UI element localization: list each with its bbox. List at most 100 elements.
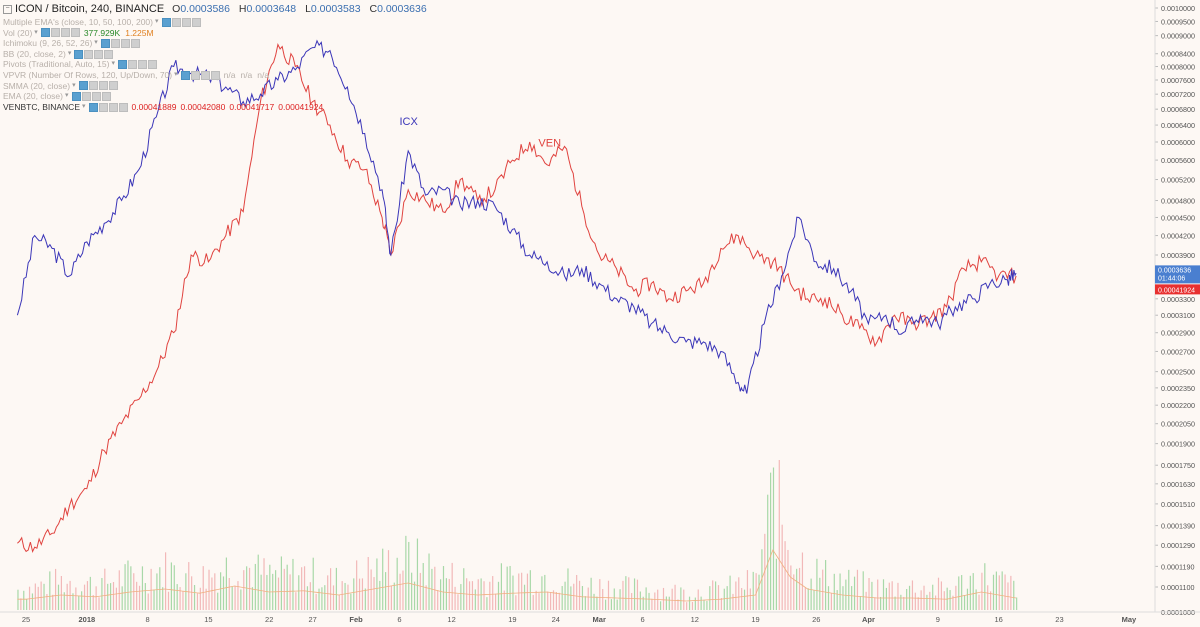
- volume-bar: [489, 581, 491, 610]
- settings-icon[interactable]: [171, 17, 181, 27]
- more-icon[interactable]: [91, 91, 101, 101]
- indicator-label[interactable]: EMA (20, close): [3, 91, 63, 102]
- volume-bar: [784, 541, 786, 610]
- volume-bar: [871, 581, 873, 610]
- eye-icon[interactable]: [74, 49, 84, 59]
- eye-icon[interactable]: [78, 81, 88, 91]
- volume-bar: [486, 597, 488, 610]
- chevron-down-icon[interactable]: ▾: [111, 60, 115, 68]
- settings-icon[interactable]: [127, 60, 137, 70]
- indicator-label[interactable]: Ichimoku (9, 26, 52, 26): [3, 38, 93, 49]
- volume-bar: [622, 580, 624, 610]
- close-icon[interactable]: [210, 70, 220, 80]
- close-icon[interactable]: [130, 38, 140, 48]
- symbol-title[interactable]: ICON / Bitcoin, 240, BINANCE: [15, 3, 165, 16]
- close-icon[interactable]: [101, 91, 111, 101]
- settings-icon[interactable]: [88, 81, 98, 91]
- volume-bar: [706, 601, 708, 610]
- collapse-icon[interactable]: −: [3, 5, 12, 14]
- volume-bar: [752, 571, 754, 610]
- volume-bar: [891, 581, 893, 610]
- volume-bar: [842, 586, 844, 610]
- volume-bar: [147, 593, 149, 610]
- more-icon[interactable]: [120, 38, 130, 48]
- chevron-down-icon[interactable]: ▾: [72, 81, 76, 89]
- volume-bar: [170, 562, 172, 610]
- volume-bar: [662, 587, 665, 610]
- eye-icon[interactable]: [161, 17, 171, 27]
- eye-icon[interactable]: [100, 38, 110, 48]
- chevron-down-icon[interactable]: ▾: [154, 18, 159, 25]
- indicator-label[interactable]: Pivots (Traditional, Auto, 15): [3, 59, 110, 70]
- settings-icon[interactable]: [98, 102, 108, 112]
- indicator-value: n/a: [257, 69, 270, 80]
- indicator-label[interactable]: Multiple EMA's (close, 10, 50, 100, 200): [3, 17, 153, 27]
- chevron-down-icon[interactable]: ▾: [34, 28, 38, 36]
- volume-bar: [518, 573, 520, 610]
- volume-bar: [341, 581, 343, 610]
- settings-icon[interactable]: [190, 70, 200, 80]
- volume-bar: [460, 584, 462, 610]
- volume-bar: [966, 588, 969, 610]
- volume-bar: [732, 593, 734, 610]
- volume-bar: [98, 597, 100, 610]
- volume-bar: [851, 586, 853, 610]
- more-icon[interactable]: [60, 28, 70, 38]
- icx-price-badge: [1155, 265, 1200, 284]
- eye-icon[interactable]: [88, 102, 98, 112]
- volume-bar: [503, 590, 505, 610]
- eye-icon[interactable]: [117, 60, 127, 70]
- close-icon[interactable]: [104, 49, 114, 59]
- y-tick-label: 0.0001630: [1161, 480, 1195, 489]
- eye-icon[interactable]: [180, 70, 190, 80]
- volume-bar: [825, 560, 827, 610]
- more-icon[interactable]: [137, 60, 147, 70]
- more-icon[interactable]: [108, 102, 118, 112]
- more-icon[interactable]: [98, 81, 108, 91]
- volume-bar: [961, 575, 963, 610]
- volume-bar: [969, 575, 971, 610]
- indicator-label[interactable]: Vol (20): [3, 27, 33, 38]
- volume-bar: [500, 563, 502, 610]
- indicator-label[interactable]: BB (20, close, 2): [3, 48, 66, 59]
- close-icon[interactable]: [147, 60, 157, 70]
- volume-bar: [894, 596, 896, 610]
- volume-bar: [741, 587, 743, 610]
- indicator-value: n/a: [223, 69, 236, 80]
- volume-bar: [605, 599, 607, 610]
- y-tick-label: 0.0007600: [1161, 76, 1195, 85]
- more-icon[interactable]: [94, 49, 104, 59]
- settings-icon[interactable]: [81, 91, 91, 101]
- volume-bar: [379, 580, 381, 610]
- chevron-down-icon[interactable]: ▾: [82, 102, 86, 110]
- settings-icon[interactable]: [110, 38, 120, 48]
- volume-bar: [738, 577, 740, 610]
- volume-bar: [471, 581, 474, 610]
- close-icon[interactable]: [108, 81, 118, 91]
- volume-bar: [639, 591, 641, 610]
- chevron-down-icon[interactable]: ▾: [94, 39, 98, 47]
- volume-bar: [978, 594, 980, 610]
- chevron-down-icon[interactable]: ▾: [65, 92, 69, 100]
- eye-icon[interactable]: [40, 28, 50, 38]
- volume-bar: [306, 586, 309, 610]
- close-icon[interactable]: [191, 17, 201, 27]
- chevron-down-icon[interactable]: ▾: [174, 70, 178, 78]
- volume-bar: [590, 577, 592, 610]
- settings-icon[interactable]: [50, 28, 60, 38]
- more-icon[interactable]: [200, 70, 210, 80]
- volume-bar: [75, 587, 77, 610]
- chevron-down-icon[interactable]: ▾: [67, 49, 72, 57]
- more-icon[interactable]: [181, 17, 191, 27]
- close-icon[interactable]: [118, 102, 128, 112]
- close-icon[interactable]: [70, 28, 80, 38]
- x-tick-label: 6: [397, 615, 401, 624]
- volume-bar: [66, 583, 68, 610]
- volume-bar: [535, 590, 537, 610]
- indicator-label[interactable]: VPVR (Number Of Rows, 120, Up/Down, 70): [3, 69, 173, 80]
- compare-label[interactable]: VENBTC, BINANCE: [3, 101, 80, 112]
- indicator-label[interactable]: SMMA (20, close): [3, 80, 71, 91]
- eye-icon[interactable]: [71, 91, 81, 101]
- settings-icon[interactable]: [84, 49, 94, 59]
